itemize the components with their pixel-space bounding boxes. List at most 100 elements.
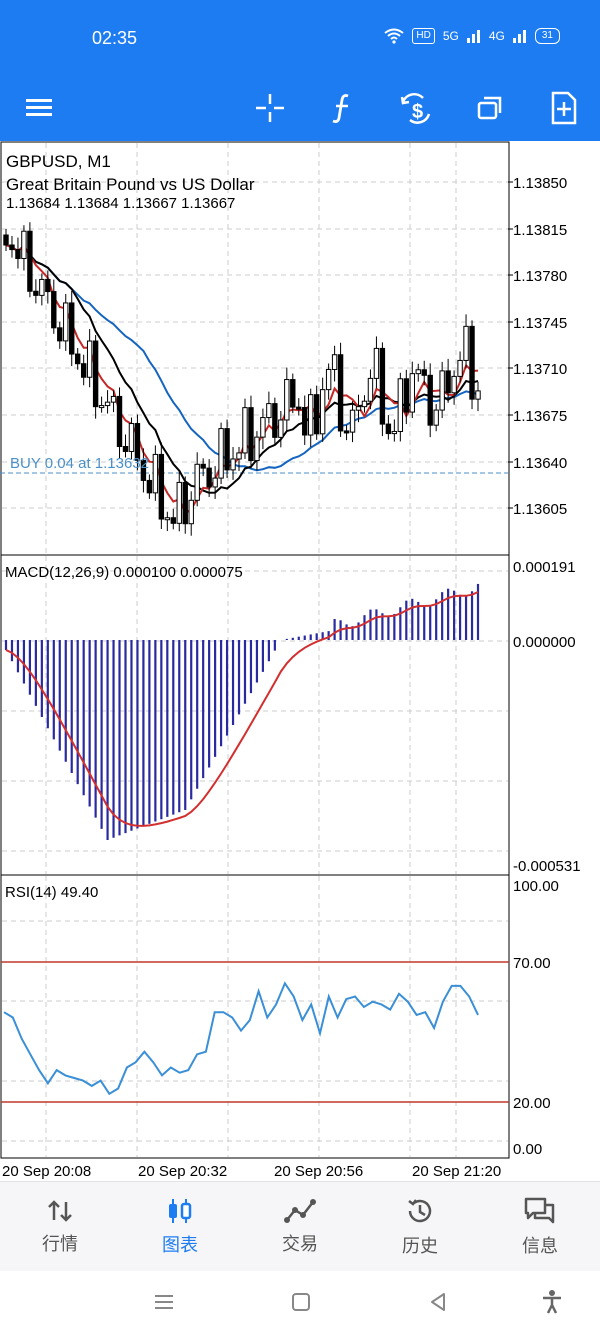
candle bbox=[313, 394, 320, 435]
candle bbox=[475, 390, 481, 400]
candle bbox=[367, 377, 374, 402]
candle bbox=[170, 517, 176, 524]
candle bbox=[236, 452, 242, 460]
candle bbox=[63, 302, 69, 342]
windows-icon[interactable] bbox=[464, 75, 516, 141]
candle bbox=[445, 370, 451, 394]
price-panel: 1.13850 1.13815 1.13780 1.13745 1.13710 1.136… bbox=[0, 141, 567, 556]
back-icon[interactable] bbox=[423, 1287, 453, 1317]
price-tick: 1.13745 bbox=[513, 315, 567, 332]
candle bbox=[397, 378, 404, 432]
price-tick: 1.13605 bbox=[513, 501, 567, 518]
macd-label: MACD(12,26,9) 0.000100 0.000075 bbox=[5, 564, 243, 581]
toolbar: $ bbox=[0, 75, 600, 141]
macd-tick: -0.000531 bbox=[513, 858, 581, 875]
time-tick: 20 Sep 20:08 bbox=[2, 1163, 91, 1180]
candle bbox=[200, 463, 206, 469]
candle bbox=[104, 401, 111, 407]
candle bbox=[27, 230, 33, 292]
nav-label: 行情 bbox=[42, 1234, 78, 1254]
candle bbox=[284, 379, 290, 421]
status-time: 02:35 bbox=[92, 28, 138, 48]
candle bbox=[290, 379, 296, 408]
trade-icon bbox=[284, 1199, 316, 1223]
price-tick: 1.13850 bbox=[513, 175, 567, 192]
candle bbox=[308, 394, 314, 436]
candle bbox=[146, 479, 153, 494]
candle bbox=[319, 389, 326, 435]
nav-quotes[interactable]: 行情 bbox=[0, 1182, 120, 1272]
chart-canvas[interactable]: 1.13850 1.13815 1.13780 1.13745 1.13710 1.136… bbox=[0, 141, 600, 1181]
candle bbox=[86, 340, 93, 378]
wifi-icon bbox=[384, 28, 405, 44]
macd-tick: 0.000000 bbox=[513, 634, 576, 651]
price-tick: 1.13675 bbox=[513, 408, 567, 425]
rsi-tick: 70.00 bbox=[513, 955, 551, 972]
home-icon[interactable] bbox=[286, 1287, 316, 1317]
nav-history[interactable]: 历史 bbox=[360, 1182, 480, 1272]
chart-area[interactable]: 1.13850 1.13815 1.13780 1.13745 1.13710 1.136… bbox=[0, 141, 600, 1181]
candle bbox=[51, 291, 57, 329]
candle bbox=[433, 409, 439, 426]
chart-icon bbox=[169, 1199, 192, 1223]
candle bbox=[224, 428, 230, 471]
candle bbox=[164, 517, 171, 521]
candle bbox=[457, 359, 463, 377]
time-tick: 20 Sep 20:32 bbox=[138, 1163, 227, 1180]
accessibility-icon[interactable] bbox=[537, 1287, 567, 1317]
signal-5g: 5G bbox=[442, 29, 459, 43]
hd-badge: HD bbox=[412, 28, 435, 44]
nav-label: 图表 bbox=[162, 1235, 198, 1255]
new-order-icon[interactable] bbox=[538, 75, 590, 141]
candle bbox=[15, 249, 21, 259]
candle bbox=[134, 423, 141, 461]
macd-panel: MACD(12,26,9) 0.000100 0.000075 0.000191… bbox=[0, 554, 581, 876]
nav-chart[interactable]: 图表 bbox=[120, 1182, 240, 1272]
buy-order-label: BUY 0.04 at 1.13632 bbox=[10, 455, 149, 472]
candle bbox=[242, 407, 248, 454]
nav-label: 信息 bbox=[522, 1236, 558, 1256]
candle bbox=[361, 400, 368, 408]
candle bbox=[427, 374, 433, 426]
function-icon[interactable] bbox=[316, 75, 368, 141]
candle bbox=[391, 430, 398, 435]
time-axis: 20 Sep 20:08 20 Sep 20:32 20 Sep 20:56 2… bbox=[2, 1163, 501, 1180]
candle bbox=[9, 244, 15, 251]
candle bbox=[469, 325, 475, 400]
bottom-nav: 行情 图表 交易 历史 信息 bbox=[0, 1181, 600, 1272]
time-tick: 20 Sep 20:56 bbox=[274, 1163, 363, 1180]
candle bbox=[122, 446, 129, 452]
rsi-tick: 100.00 bbox=[513, 878, 559, 895]
candle bbox=[69, 302, 75, 355]
candle bbox=[248, 407, 254, 462]
nav-trade[interactable]: 交易 bbox=[240, 1182, 360, 1272]
quotes-icon bbox=[48, 1200, 72, 1222]
candle bbox=[194, 463, 200, 501]
candle bbox=[325, 368, 332, 391]
crosshair-icon[interactable] bbox=[244, 75, 296, 141]
candle bbox=[337, 354, 344, 432]
history-icon bbox=[408, 1199, 432, 1223]
rsi-tick: 0.00 bbox=[513, 1141, 542, 1158]
rsi-label: RSI(14) 49.40 bbox=[5, 884, 98, 901]
candle bbox=[463, 325, 469, 361]
candle bbox=[421, 369, 427, 376]
candle bbox=[158, 453, 165, 520]
candle bbox=[39, 278, 45, 296]
trade-icon[interactable]: $ bbox=[390, 75, 442, 141]
candle bbox=[403, 378, 410, 413]
candle bbox=[80, 363, 87, 378]
candle bbox=[128, 423, 135, 452]
price-tick: 1.13710 bbox=[513, 361, 567, 378]
nav-messages[interactable]: 信息 bbox=[480, 1182, 600, 1272]
candle bbox=[415, 369, 421, 375]
candle bbox=[272, 403, 278, 438]
recents-icon[interactable] bbox=[149, 1287, 179, 1317]
candle bbox=[33, 290, 39, 296]
battery-icon: 31 bbox=[534, 28, 560, 44]
signal-4g: 4G bbox=[488, 29, 505, 43]
nav-label: 交易 bbox=[282, 1234, 318, 1254]
candle bbox=[212, 477, 218, 488]
candle bbox=[116, 395, 123, 448]
menu-icon[interactable] bbox=[14, 75, 66, 141]
